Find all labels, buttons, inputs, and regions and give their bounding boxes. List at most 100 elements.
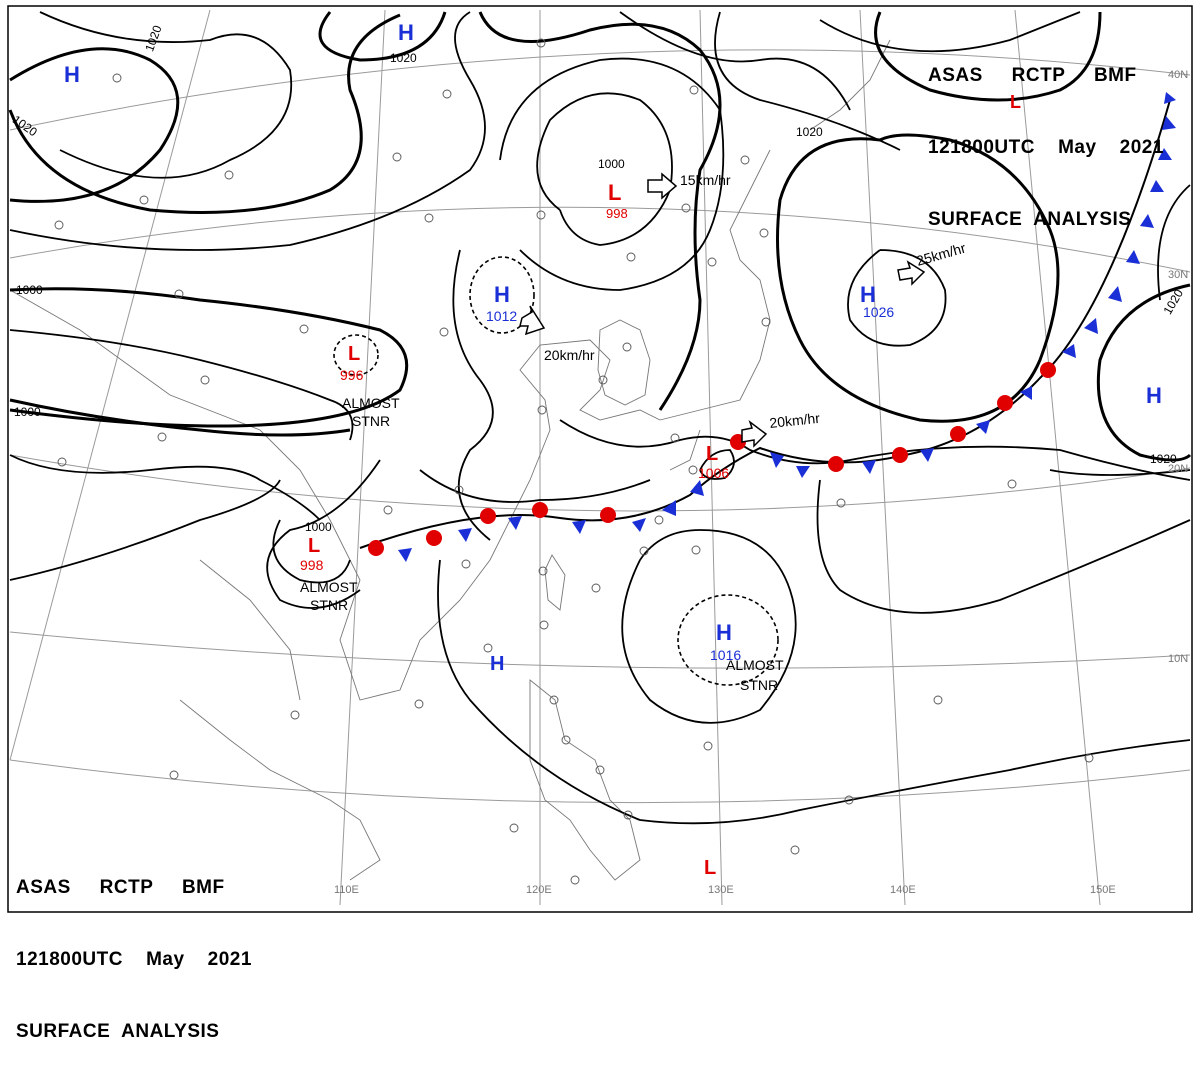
isobar [8,13,401,214]
isobar-label: 1000 [305,520,332,534]
annotations: ALMOST STNR ALMOST STNR ALMOST STNR [300,395,784,693]
warm-front-semicircles [368,362,1056,556]
high-center-symbol: H [398,20,414,45]
longitude-label: 140E [890,884,916,896]
stnr-note: STNR [352,413,390,429]
isobar [9,47,180,203]
isobar [499,57,725,291]
header-line: SURFACE ANALYSIS [16,1021,220,1042]
latitude-line-40n [9,49,1191,131]
motion-label: 20km/hr [769,410,821,431]
isobar [318,11,447,62]
isobar-label: 1020 [1150,452,1177,466]
high-center-value: 1012 [486,308,517,324]
high-center-symbol: H [494,282,510,307]
header-line: SURFACE ANALYSIS [928,209,1132,230]
isobar-label: 1020 [796,125,823,139]
isobar [272,519,351,584]
isobar [776,133,1060,423]
stationary-front [359,92,1176,562]
latitude-line-30n [9,206,1191,273]
stnr-note: STNR [310,597,348,613]
motion-arrow [647,172,678,200]
low-center-value: 998 [606,206,628,221]
isobar [9,454,321,521]
weather-map: 1020 1020 1020 1000 1000 1000 1000 1020 … [7,5,1193,913]
low-center-symbol: L [706,443,718,465]
high-center-symbol: H [860,282,876,307]
isobar [9,398,351,437]
low-center-symbol: L [308,535,320,557]
high-center-value: 1026 [863,304,894,320]
coast-philippines [529,679,641,881]
high-center-symbol: H [64,62,80,87]
header-top: ASAS RCTP BMF 121800UTC May 2021 SURFACE… [928,16,1164,256]
isobar [1049,184,1191,476]
dashed-isobar [469,256,535,334]
almost-note: ALMOST [342,395,400,411]
motion-label: 20km/hr [544,347,595,363]
isobar [699,449,735,480]
header-line: 121800UTC May 2021 [16,949,252,970]
low-center-symbol: L [704,857,716,879]
longitude-label: 150E [1090,884,1116,896]
low-center-value: 996 [340,367,364,383]
longitude-line-100e [9,9,211,761]
almost-note: ALMOST [726,657,784,673]
isobar [437,559,1191,825]
isobar-label: 1000 [598,157,625,171]
high-center-symbol: H [490,653,504,675]
low-center-symbol: L [1010,92,1021,112]
latitude-line-20n [9,454,1191,512]
header-bottom: ASAS RCTP BMF 121800UTC May 2021 SURFACE… [16,828,252,1068]
motion-arrow [897,260,926,286]
high-center-value: 1016 [710,647,741,663]
motion-arrow [519,305,546,336]
coast-taiwan [544,554,566,611]
latitude-line-10n [9,631,1191,669]
longitude-line-110e [339,9,386,906]
longitude-line-140e [859,9,906,906]
cold-front-triangles [398,92,1176,562]
graticule [9,9,1191,906]
latitude-label: 10N [1168,653,1188,665]
low-center-symbol: L [348,343,360,365]
isobar [452,249,494,541]
isobar [816,479,1191,614]
isobar [847,249,947,347]
header-line: 121800UTC May 2021 [928,137,1164,158]
isobar [419,469,651,503]
low-center-value: 1006 [698,465,729,481]
header-line: ASAS RCTP BMF [16,877,225,898]
coast-kamchatka [809,39,891,131]
low-center-symbol: L [608,180,621,205]
grid-labels: 40N 30N 20N 10N 110E 120E 130E 140E 150E [334,69,1188,896]
front-line [359,99,1171,549]
isobar [9,11,486,251]
stnr-note: STNR [740,677,778,693]
map-frame [7,5,1193,913]
isobar-label: 1020 [390,51,417,65]
dashed-isobars [333,256,779,686]
isobar [39,11,293,179]
station-plots [54,38,1094,885]
latitude-label: 40N [1168,69,1188,81]
motion-arrow [741,419,768,448]
isobar [874,11,1102,102]
isobar [1096,283,1192,462]
low-center-value: 998 [300,557,324,573]
isobar-label: 1000 [14,405,41,419]
coast-china [9,289,661,701]
isobar [478,11,722,411]
isobar [714,11,901,151]
high-center-symbol: H [1146,383,1162,408]
isobar [619,11,851,111]
longitude-label: 130E [708,884,734,896]
isobar [559,419,1191,481]
isobar [621,529,797,724]
isobars [8,11,1192,825]
longitude-label: 120E [526,884,552,896]
isobar [9,287,409,428]
isobar [9,329,354,441]
motion-arrows [519,172,926,448]
